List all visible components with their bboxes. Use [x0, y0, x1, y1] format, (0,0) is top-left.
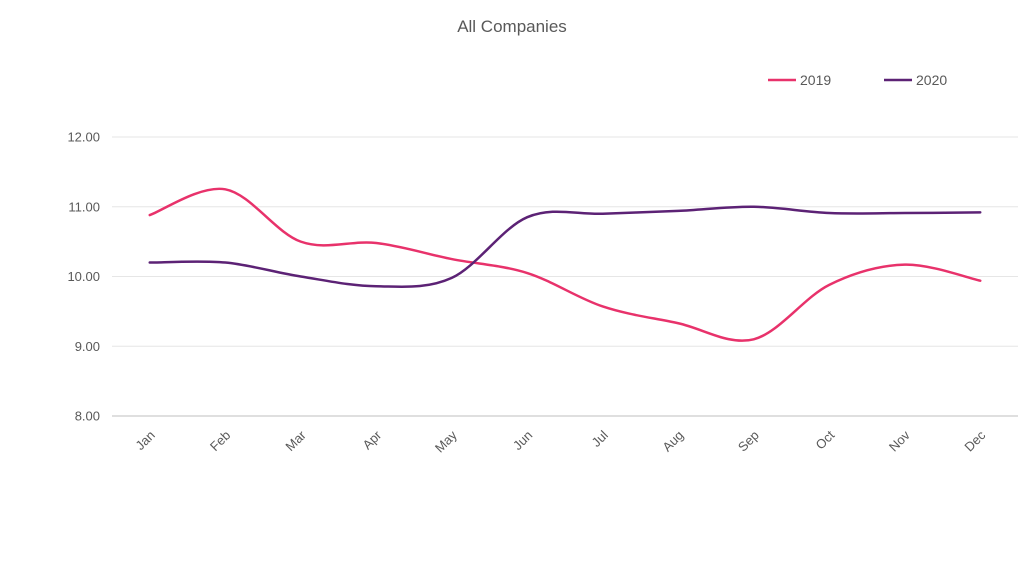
x-tick-label: Apr: [359, 427, 384, 452]
x-tick-label: Feb: [207, 428, 233, 454]
legend: 2019 2020: [768, 72, 947, 88]
x-tick-label: Dec: [961, 427, 988, 454]
y-tick-label: 10.00: [67, 269, 100, 284]
gridlines: [112, 137, 1018, 416]
legend-label-2019: 2019: [800, 72, 831, 88]
y-tick-label: 12.00: [67, 130, 100, 145]
y-tick-label: 8.00: [75, 409, 100, 424]
series-lines: [150, 189, 981, 341]
x-tick-label: Oct: [812, 427, 837, 452]
x-tick-label: Nov: [886, 427, 913, 454]
x-tick-label: May: [432, 427, 460, 455]
x-axis-ticks: Jan Feb Mar Apr May Jun Jul Aug Sep Oct Nov Dec: [132, 427, 988, 455]
x-tick-label: Mar: [282, 427, 309, 454]
legend-label-2020: 2020: [916, 72, 947, 88]
y-axis-ticks: 8.00 9.00 10.00 11.00 12.00: [67, 130, 100, 424]
x-tick-label: Jun: [510, 428, 535, 453]
y-tick-label: 9.00: [75, 339, 100, 354]
x-tick-label: Jul: [589, 427, 611, 449]
y-tick-label: 11.00: [68, 199, 100, 214]
x-tick-label: Aug: [659, 428, 686, 455]
x-tick-label: Sep: [735, 428, 762, 455]
x-tick-label: Jan: [132, 428, 157, 453]
chart-title: All Companies: [457, 17, 567, 36]
